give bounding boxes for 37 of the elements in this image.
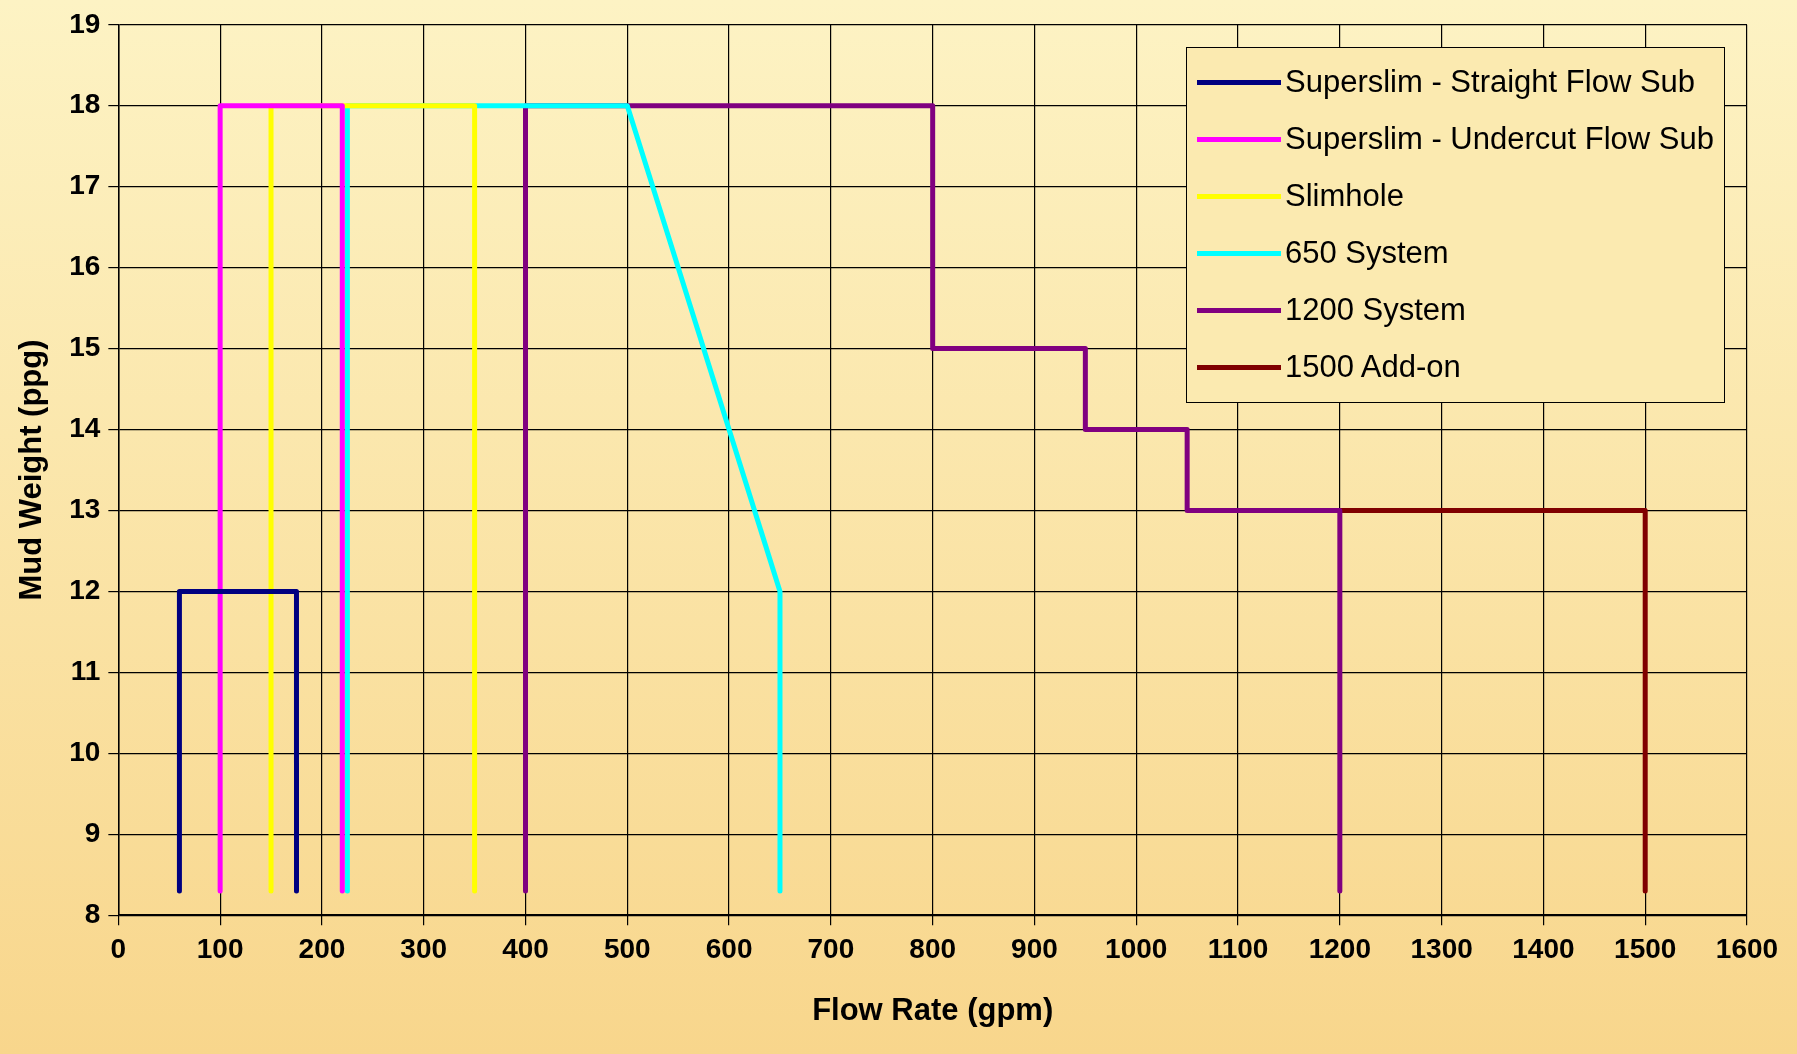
legend-label: 650 System — [1285, 235, 1449, 272]
y-tick-label: 8 — [84, 897, 101, 929]
y-tick-label: 9 — [84, 816, 101, 848]
x-tick-label: 600 — [705, 932, 753, 964]
x-axis-title: Flow Rate (gpm) — [812, 991, 1054, 1027]
y-tick-label: 14 — [69, 412, 101, 444]
x-tick-label: 100 — [196, 932, 244, 964]
legend-label: Superslim - Undercut Flow Sub — [1285, 121, 1714, 158]
x-tick-label: 1000 — [1105, 932, 1168, 964]
legend-label: 1200 System — [1285, 292, 1466, 329]
x-tick-label: 1500 — [1614, 932, 1677, 964]
x-tick-label: 700 — [807, 932, 855, 964]
y-tick-label: 16 — [69, 250, 101, 282]
y-tick-label: 17 — [69, 169, 101, 201]
y-tick-label: 11 — [70, 655, 101, 687]
y-tick-label: 13 — [69, 493, 101, 525]
x-tick-label: 400 — [502, 932, 549, 964]
legend-label: Slimhole — [1285, 178, 1404, 215]
y-axis-title: Mud Weight (ppg) — [13, 339, 49, 601]
y-tick-label: 18 — [69, 88, 101, 120]
x-tick-label: 800 — [909, 932, 957, 964]
legend-label: 1500 Add-on — [1285, 349, 1461, 386]
x-tick-label: 500 — [603, 932, 651, 964]
x-tick-label: 1300 — [1410, 932, 1473, 964]
legend-label: Superslim - Straight Flow Sub — [1285, 64, 1696, 101]
x-tick-label: 1600 — [1715, 932, 1779, 964]
x-tick-label: 1200 — [1308, 932, 1371, 964]
x-tick-label: 300 — [400, 932, 448, 964]
x-tick-label: 200 — [298, 932, 346, 964]
x-tick-label: 900 — [1011, 932, 1058, 964]
y-tick-label: 12 — [69, 574, 101, 606]
x-tick-label: 1100 — [1207, 932, 1269, 964]
x-tick-label: 1400 — [1512, 932, 1575, 964]
y-tick-label: 15 — [69, 331, 101, 363]
y-tick-label: 19 — [69, 7, 101, 39]
x-tick-label: 0 — [110, 932, 127, 964]
y-tick-label: 10 — [69, 736, 101, 768]
